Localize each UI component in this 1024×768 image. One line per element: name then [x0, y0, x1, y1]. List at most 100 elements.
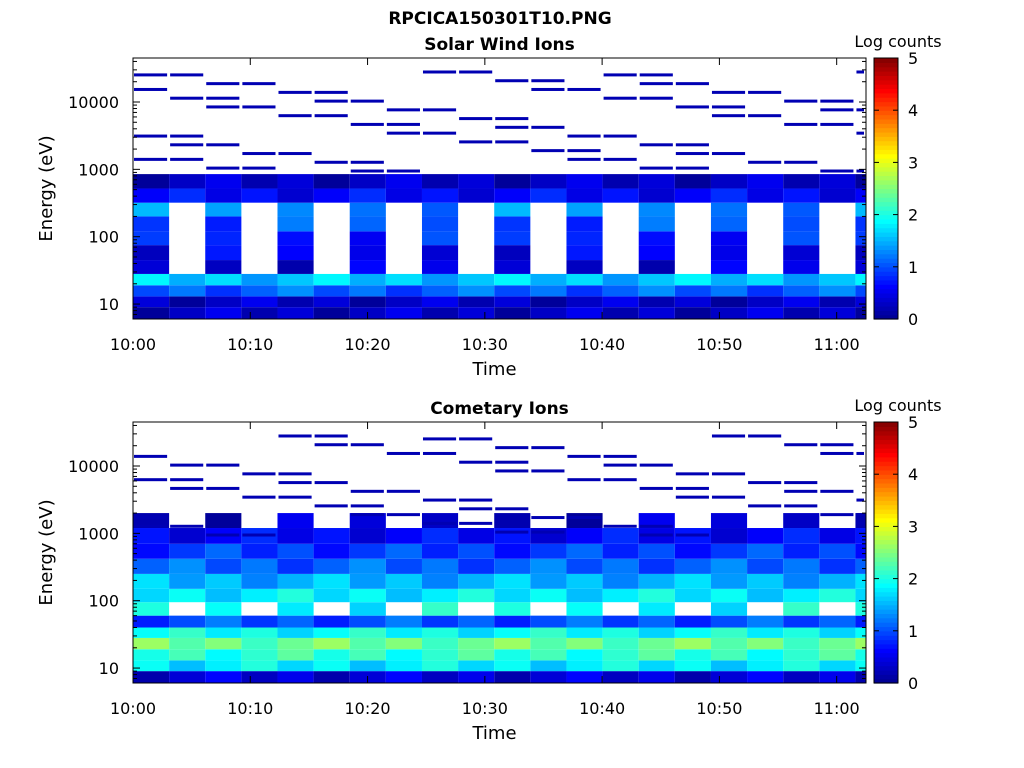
heatmap-cell	[638, 602, 675, 616]
heatmap-cell	[421, 245, 459, 261]
heatmap-cell	[385, 573, 422, 589]
heatmap-cell	[783, 307, 820, 319]
heatmap-cell	[169, 285, 206, 297]
heatmap-cell	[494, 660, 531, 672]
heatmap-cell	[710, 307, 748, 319]
heatmap-cell	[638, 245, 675, 261]
colorbar-tick-label: 4	[908, 465, 918, 484]
heatmap-cell	[855, 285, 866, 297]
heatmap-cell	[710, 231, 748, 246]
heatmap-streak	[350, 504, 384, 508]
heatmap-cell	[313, 273, 350, 286]
colorbar-segment	[874, 596, 898, 601]
x-tick-label: 10:10	[227, 335, 273, 354]
heatmap-cell	[313, 588, 350, 603]
heatmap-streak	[784, 122, 818, 126]
heatmap-cell	[855, 660, 866, 672]
heatmap-cell	[385, 296, 422, 308]
heatmap-cell	[313, 649, 350, 661]
heatmap-cell	[241, 615, 278, 628]
heatmap-cell	[313, 637, 350, 650]
heatmap-streak	[711, 90, 746, 94]
heatmap-cell	[783, 202, 820, 217]
heatmap-cell	[241, 573, 278, 589]
heatmap-streak	[278, 481, 312, 485]
colorbar-segment	[874, 456, 898, 462]
heatmap-cell	[638, 260, 675, 274]
heatmap-streak	[459, 507, 493, 511]
heatmap-streak	[350, 160, 384, 164]
heatmap-cell	[494, 627, 531, 638]
colorbar-segment	[874, 75, 898, 81]
heatmap-streak	[278, 152, 312, 156]
heatmap-streak	[784, 489, 818, 493]
colorbar-segment	[874, 630, 898, 636]
colorbar-segment	[874, 495, 898, 501]
heatmap-cell	[638, 307, 675, 319]
heatmap-streak	[675, 82, 709, 86]
heatmap-cell	[349, 245, 386, 261]
colorbar-segment	[874, 674, 898, 680]
colorbar-segment	[874, 622, 898, 628]
colorbar-segment	[874, 145, 898, 150]
heatmap-cell	[710, 202, 748, 217]
heatmap-streak	[495, 117, 529, 121]
heatmap-cell	[747, 174, 784, 189]
heatmap-cell	[638, 627, 675, 638]
heatmap-cell	[241, 637, 278, 650]
heatmap-cell	[710, 627, 748, 638]
heatmap-cell	[530, 627, 567, 638]
heatmap-cell	[313, 558, 350, 574]
heatmap-cell	[205, 285, 242, 297]
x-tick-label: 10:20	[345, 699, 391, 718]
colorbar-tick-label: 1	[908, 258, 918, 277]
colorbar-segment	[874, 443, 898, 449]
colorbar-segment	[874, 249, 898, 255]
heatmap-cell	[277, 558, 314, 574]
heatmap-cell	[313, 188, 350, 203]
heatmap-streak	[170, 143, 204, 147]
heatmap-cell	[458, 285, 495, 297]
panel-title: Cometary Ions	[430, 399, 569, 419]
heatmap-cell	[747, 543, 784, 559]
heatmap-streak	[639, 82, 673, 86]
heatmap-streak	[134, 87, 168, 91]
colorbar-segment	[874, 223, 898, 229]
heatmap-streak	[675, 486, 709, 490]
heatmap-cell	[819, 528, 856, 544]
heatmap-streak	[206, 82, 240, 86]
x-tick-label: 10:00	[110, 699, 156, 718]
heatmap-streak	[422, 521, 457, 525]
heatmap-cell	[385, 543, 422, 559]
heatmap-cell	[494, 528, 531, 544]
heatmap-cell	[494, 513, 531, 529]
heatmap-streak	[639, 486, 673, 490]
heatmap-cell	[602, 296, 639, 308]
heatmap-cell	[819, 660, 856, 672]
heatmap-cell	[133, 260, 170, 274]
heatmap-cell	[494, 637, 531, 650]
colorbar-segment	[874, 669, 898, 675]
heatmap-cell	[349, 649, 386, 661]
heatmap-cell	[385, 588, 422, 603]
heatmap-cell	[421, 543, 459, 559]
heatmap-cell	[205, 660, 242, 672]
heatmap-streak	[603, 157, 637, 161]
colorbar-segment	[874, 656, 898, 662]
colorbar-tick-label: 3	[908, 153, 918, 172]
colorbar-segment	[874, 587, 898, 593]
heatmap-streak	[170, 73, 204, 77]
heatmap-cell	[710, 543, 748, 559]
heatmap-cell	[783, 260, 820, 274]
heatmap-cell	[169, 528, 206, 544]
heatmap-cell	[819, 543, 856, 559]
heatmap-streak	[856, 70, 864, 74]
heatmap-cell	[205, 174, 242, 189]
y-axis-label: Energy (eV)	[36, 499, 57, 605]
colorbar-segment	[874, 305, 898, 311]
heatmap-streak	[459, 460, 493, 464]
heatmap-cell	[385, 188, 422, 203]
heatmap-streak	[675, 152, 709, 156]
heatmap-cell	[674, 671, 711, 683]
